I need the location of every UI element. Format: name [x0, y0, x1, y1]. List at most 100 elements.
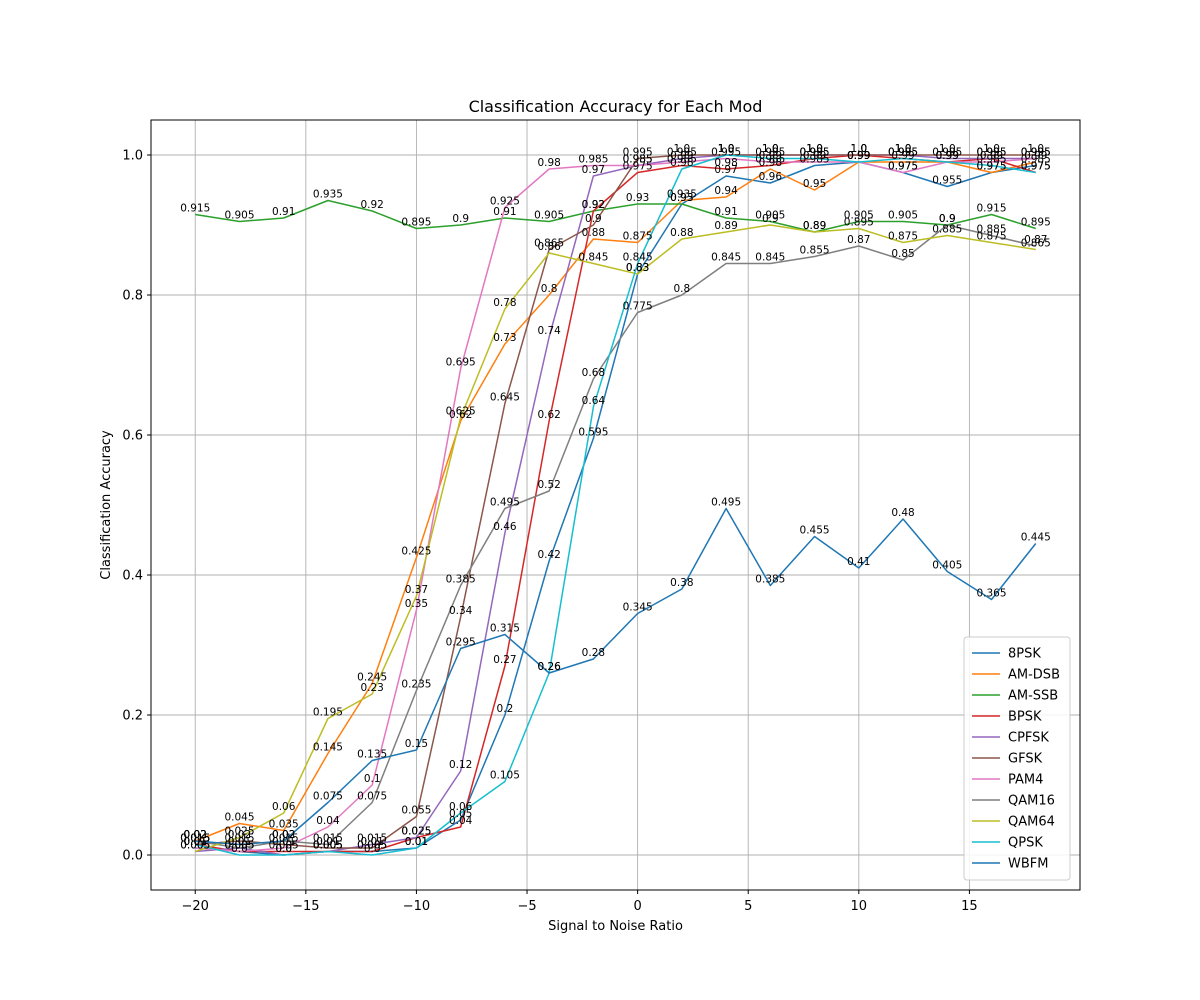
data-label-wbfm: 0.295 — [446, 637, 476, 649]
data-label-gfsk: 0.34 — [449, 605, 473, 617]
data-label-pam4: 0.995 — [711, 147, 741, 159]
data-label-qam16: 0.845 — [755, 252, 785, 264]
data-label-am-ssb: 0.89 — [803, 220, 826, 232]
legend-label-pam4: PAM4 — [1008, 773, 1043, 788]
data-label-qpsk: 0.01 — [405, 836, 428, 848]
series-line-qam64 — [195, 224, 1036, 853]
y-axis-ticks: 0.0 0.2 0.4 0.6 0.8 1.0 — [122, 149, 151, 864]
data-label-bpsk: 0.92 — [582, 199, 605, 211]
data-label-qam16: 0.775 — [623, 301, 653, 313]
data-label-wbfm: 0.41 — [847, 556, 870, 568]
data-label-gfsk: 1.0 — [850, 143, 867, 155]
data-label-am-dsb: 0.875 — [623, 231, 653, 243]
data-label-wbfm: 0.15 — [405, 738, 428, 750]
data-label-am-dsb: 0.425 — [401, 546, 431, 558]
data-label-8psk: 0.975 — [888, 161, 918, 173]
data-label-qpsk: 0.98 — [670, 157, 693, 169]
data-label-bpsk: 0.005 — [224, 840, 254, 852]
data-label-bpsk: 0.985 — [755, 154, 785, 166]
data-label-qam64: 0.865 — [1021, 238, 1051, 250]
data-label-am-ssb: 0.915 — [180, 203, 210, 215]
data-label-qam64: 0.875 — [888, 231, 918, 243]
data-label-qpsk: 0.99 — [936, 150, 959, 162]
data-label-am-ssb: 0.905 — [755, 210, 785, 222]
data-label-pam4: 0.975 — [888, 161, 918, 173]
data-label-qam64: 0.86 — [537, 241, 561, 253]
legend-label-8psk: 8PSK — [1008, 647, 1041, 662]
data-label-8psk: 0.83 — [626, 262, 649, 274]
data-label-qam64: 0.195 — [313, 707, 343, 719]
data-label-gfsk: 0.865 — [534, 238, 564, 250]
data-label-am-dsb: 0.99 — [847, 150, 870, 162]
data-label-gfsk: 1.0 — [939, 143, 956, 155]
data-label-cpfsk: 0.005 — [180, 840, 210, 852]
data-label-cpfsk: 0.985 — [623, 154, 653, 166]
data-label-gfsk: 1.0 — [762, 143, 779, 155]
data-label-wbfm: 0.02 — [184, 829, 207, 841]
data-label-qam16: 0.02 — [184, 829, 207, 841]
data-label-8psk: 0.01 — [405, 836, 428, 848]
data-label-pam4: 0.985 — [578, 154, 608, 166]
series-line-qpsk — [195, 154, 1036, 856]
data-label-bpsk: 0.005 — [313, 840, 343, 852]
y-tick-label: 0.8 — [122, 289, 143, 304]
data-label-pam4: 0.01 — [184, 836, 207, 848]
data-label-gfsk: 0.01 — [316, 836, 339, 848]
data-label-am-ssb: 0.9 — [452, 213, 469, 225]
data-label-am-ssb: 0.91 — [493, 206, 516, 218]
data-label-pam4: 0.35 — [405, 598, 428, 610]
data-label-wbfm: 0.02 — [272, 829, 295, 841]
data-label-am-dsb: 0.99 — [891, 150, 914, 162]
data-label-8psk: 0.005 — [224, 840, 254, 852]
data-label-gfsk: 1.0 — [983, 143, 1000, 155]
data-label-pam4: 0.985 — [623, 154, 653, 166]
data-label-8psk: 0.0 — [275, 843, 292, 855]
data-label-pam4: 0.04 — [316, 815, 340, 827]
data-label-qam16: 0.015 — [313, 833, 343, 845]
data-label-pam4: 0.925 — [490, 196, 520, 208]
x-axis-label: Signal to Noise Ratio — [548, 919, 683, 934]
y-tick-label: 0.6 — [122, 429, 143, 444]
data-label-wbfm: 0.135 — [357, 749, 387, 761]
x-tick-label: 5 — [744, 899, 752, 914]
data-label-qam64: 0.875 — [976, 231, 1006, 243]
data-label-cpfsk: 0.995 — [667, 147, 697, 159]
data-label-am-ssb: 0.91 — [714, 206, 737, 218]
data-label-am-dsb: 0.94 — [714, 185, 738, 197]
data-label-am-dsb: 0.045 — [224, 812, 254, 824]
data-label-qam16: 0.85 — [891, 248, 914, 260]
data-label-cpfsk: 0.005 — [313, 840, 343, 852]
data-label-gfsk: 0.995 — [623, 147, 653, 159]
data-label-pam4: 0.99 — [847, 150, 870, 162]
data-label-pam4: 0.99 — [759, 150, 782, 162]
data-label-am-ssb: 0.905 — [224, 210, 254, 222]
data-label-am-dsb: 0.035 — [269, 819, 299, 831]
data-label-gfsk: 0.055 — [401, 805, 431, 817]
data-label-qpsk: 0.995 — [800, 147, 830, 159]
data-label-pam4: 0.01 — [272, 836, 295, 848]
data-label-8psk: 0.595 — [578, 427, 608, 439]
x-tick-label: −10 — [403, 899, 430, 914]
data-label-qpsk: 0.99 — [847, 150, 870, 162]
legend-label-gfsk: GFSK — [1008, 752, 1043, 767]
data-label-qam16: 0.9 — [939, 213, 956, 225]
data-label-wbfm: 0.28 — [582, 647, 605, 659]
data-label-am-ssb: 0.905 — [534, 210, 564, 222]
data-label-8psk: 0.005 — [313, 840, 343, 852]
grid — [151, 120, 1080, 890]
legend-label-cpfsk: CPFSK — [1008, 731, 1049, 746]
data-label-am-ssb: 0.9 — [939, 213, 956, 225]
data-label-qpsk: 0.995 — [888, 147, 918, 159]
data-label-qam64: 0.005 — [180, 840, 210, 852]
data-label-qam16: 0.01 — [228, 836, 251, 848]
data-label-qam16: 0.68 — [582, 367, 605, 379]
data-label-qam16: 0.855 — [800, 245, 830, 257]
data-label-qpsk: 0.845 — [623, 252, 653, 264]
data-label-am-dsb: 0.99 — [936, 150, 959, 162]
data-label-cpfsk: 0.015 — [357, 833, 387, 845]
data-label-qam16: 0.845 — [711, 252, 741, 264]
y-tick-label: 1.0 — [122, 149, 143, 164]
data-label-cpfsk: 0.74 — [537, 325, 561, 337]
y-axis-label: Classification Accuracy — [99, 430, 114, 580]
data-label-cpfsk: 1.0 — [895, 143, 912, 155]
